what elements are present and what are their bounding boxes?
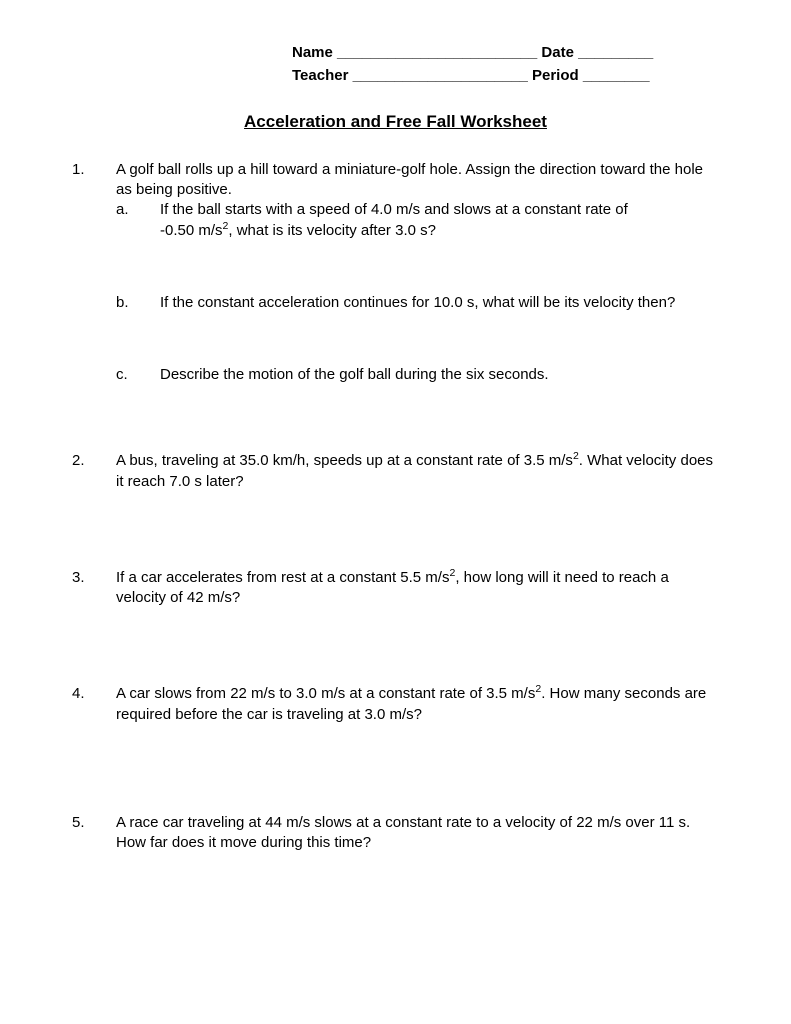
date-label: Date [541, 44, 574, 61]
question-4: 4. A car slows from 22 m/s to 3.0 m/s at… [72, 684, 719, 725]
name-blank[interactable]: ________________________ [337, 44, 537, 61]
sub-text: Describe the motion of the golf ball dur… [160, 365, 719, 385]
question-body: A bus, traveling at 35.0 km/h, speeds up… [116, 451, 719, 492]
teacher-blank[interactable]: _____________________ [353, 67, 528, 84]
sub-letter: a. [116, 200, 160, 241]
name-date-line: Name ________________________ Date _____… [292, 42, 719, 65]
worksheet-title: Acceleration and Free Fall Worksheet [72, 111, 719, 134]
subquestion-b: b. If the constant acceleration continue… [116, 293, 719, 313]
question-5: 5. A race car traveling at 44 m/s slows … [72, 813, 719, 854]
period-blank[interactable]: ________ [583, 67, 650, 84]
question-2: 2. A bus, traveling at 35.0 km/h, speeds… [72, 451, 719, 492]
sub-letter: b. [116, 293, 160, 313]
text-part: A bus, traveling at 35.0 km/h, speeds up… [116, 452, 573, 469]
teacher-label: Teacher [292, 67, 348, 84]
question-1: 1. A golf ball rolls up a hill toward a … [72, 160, 719, 386]
question-3: 3. If a car accelerates from rest at a c… [72, 568, 719, 609]
question-number: 3. [72, 568, 116, 609]
date-blank[interactable]: _________ [578, 44, 653, 61]
text-part: If the ball starts with a speed of 4.0 m… [160, 201, 628, 218]
question-body: A golf ball rolls up a hill toward a min… [116, 160, 719, 386]
question-body: A race car traveling at 44 m/s slows at … [116, 813, 719, 854]
text-part: -0.50 m/s [160, 222, 223, 239]
sub-text: If the constant acceleration continues f… [160, 293, 719, 313]
question-number: 5. [72, 813, 116, 854]
name-label: Name [292, 44, 333, 61]
question-body: A car slows from 22 m/s to 3.0 m/s at a … [116, 684, 719, 725]
period-label: Period [532, 67, 579, 84]
question-number: 2. [72, 451, 116, 492]
question-number: 1. [72, 160, 116, 386]
question-intro: A golf ball rolls up a hill toward a min… [116, 160, 719, 201]
teacher-period-line: Teacher _____________________ Period ___… [292, 65, 719, 88]
text-part: , what is its velocity after 3.0 s? [228, 222, 436, 239]
question-body: If a car accelerates from rest at a cons… [116, 568, 719, 609]
header-fields: Name ________________________ Date _____… [292, 42, 719, 87]
subquestion-a: a. If the ball starts with a speed of 4.… [116, 200, 719, 241]
worksheet-page: Name ________________________ Date _____… [0, 0, 791, 1024]
subquestion-c: c. Describe the motion of the golf ball … [116, 365, 719, 385]
sub-letter: c. [116, 365, 160, 385]
text-part: If a car accelerates from rest at a cons… [116, 569, 449, 586]
sub-text: If the ball starts with a speed of 4.0 m… [160, 200, 719, 241]
question-number: 4. [72, 684, 116, 725]
text-part: A car slows from 22 m/s to 3.0 m/s at a … [116, 685, 535, 702]
